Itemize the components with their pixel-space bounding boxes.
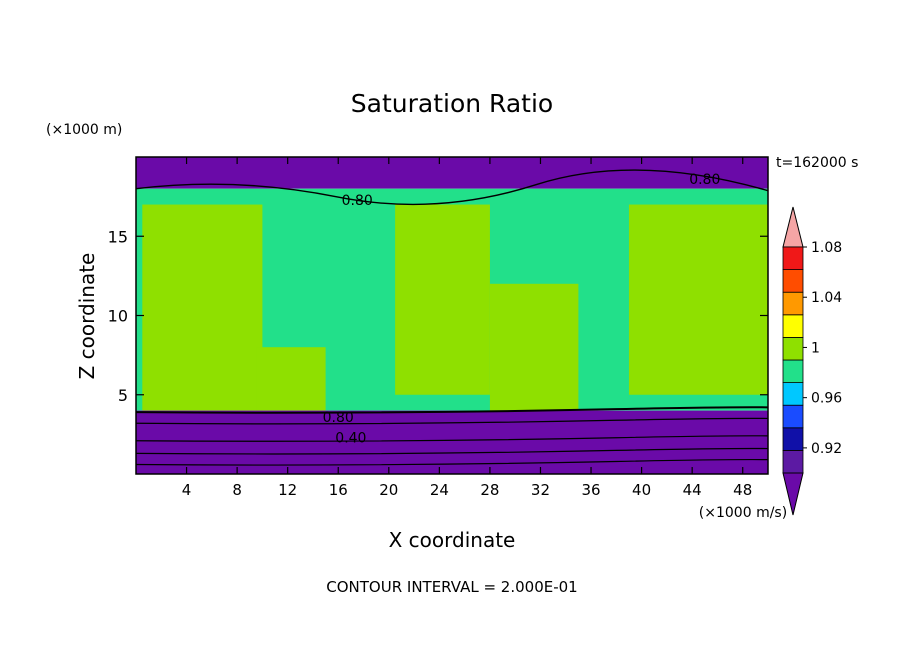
x-axis-label: X coordinate bbox=[389, 528, 516, 552]
x-tick-label: 48 bbox=[733, 481, 752, 499]
x-tick-label: 28 bbox=[480, 481, 499, 499]
colorbar-bin bbox=[782, 291, 804, 316]
contour-line bbox=[136, 435, 768, 442]
x-tick-label: 36 bbox=[581, 481, 600, 499]
colorbar-bin bbox=[782, 404, 804, 429]
region-upper-dry-layer bbox=[136, 157, 768, 189]
colorbar-bin bbox=[782, 427, 804, 451]
colorbar-bin bbox=[782, 382, 804, 406]
region-supersaturated-plume-4 bbox=[489, 283, 579, 411]
y-axis-label: Z coordinate bbox=[75, 253, 99, 380]
x-tick-label: 24 bbox=[430, 481, 449, 499]
chart-title: Saturation Ratio bbox=[351, 89, 553, 118]
colorbar-bin bbox=[782, 336, 804, 361]
y-unit-label: (×1000 m) bbox=[46, 122, 122, 138]
colorbar-label: 0.96 bbox=[811, 391, 842, 407]
x-tick-label: 4 bbox=[182, 481, 192, 499]
y-tick-label: 5 bbox=[118, 386, 128, 405]
colorbar-bottom-extension bbox=[782, 472, 804, 516]
region-supersaturated-plume-3 bbox=[395, 204, 490, 395]
colorbar-bin bbox=[782, 314, 804, 338]
colorbar-label: 1.04 bbox=[811, 290, 842, 306]
y-tick-label: 10 bbox=[108, 307, 128, 326]
region-supersaturated-plume-2 bbox=[256, 347, 326, 411]
contour-label: 0.80 bbox=[342, 193, 373, 209]
region-supersaturated-plume-1 bbox=[142, 204, 263, 411]
x-tick-label: 12 bbox=[278, 481, 297, 499]
colorbar-bin bbox=[782, 359, 804, 384]
contour-interval-footer: CONTOUR INTERVAL = 2.000E-01 bbox=[326, 578, 577, 596]
contour-line bbox=[136, 417, 768, 425]
y-axis: 5 10 15 bbox=[108, 227, 768, 405]
colorbar-bin bbox=[782, 246, 804, 271]
x-axis: 4 8 12 16 20 24 28 32 36 40 44 48 bbox=[182, 157, 752, 499]
region-lower-dry-layer bbox=[136, 410, 768, 474]
colorbar: 0.92 0.96 1 1.04 1.08 bbox=[782, 206, 842, 516]
x-tick-label: 16 bbox=[329, 481, 348, 499]
time-label: t=162000 s bbox=[776, 155, 858, 171]
colorbar-label: 1 bbox=[811, 340, 820, 356]
contour-line bbox=[136, 447, 768, 455]
colorbar-bin bbox=[782, 449, 804, 474]
x-tick-label: 20 bbox=[379, 481, 398, 499]
contour-line bbox=[136, 169, 768, 206]
colorbar-top-extension bbox=[782, 206, 804, 248]
contour-line bbox=[136, 458, 768, 466]
x-tick-label: 32 bbox=[531, 481, 550, 499]
contour-line bbox=[136, 406, 768, 414]
x-tick-label: 8 bbox=[232, 481, 242, 499]
x-unit-label: (×1000 m/s) bbox=[699, 505, 787, 521]
region-supersaturated-plume-5 bbox=[628, 204, 768, 395]
colorbar-bin bbox=[782, 269, 804, 293]
x-tick-label: 40 bbox=[632, 481, 651, 499]
y-tick-label: 15 bbox=[108, 227, 128, 246]
contour-label: 0.40 bbox=[335, 431, 366, 447]
colorbar-label: 1.08 bbox=[811, 240, 842, 256]
plot-area: 0.80 0.40 0.80 0.80 bbox=[136, 157, 768, 474]
contour-label: 0.80 bbox=[689, 172, 720, 188]
colorbar-label: 0.92 bbox=[811, 441, 842, 457]
contour-label: 0.80 bbox=[323, 410, 354, 426]
x-tick-label: 44 bbox=[683, 481, 702, 499]
